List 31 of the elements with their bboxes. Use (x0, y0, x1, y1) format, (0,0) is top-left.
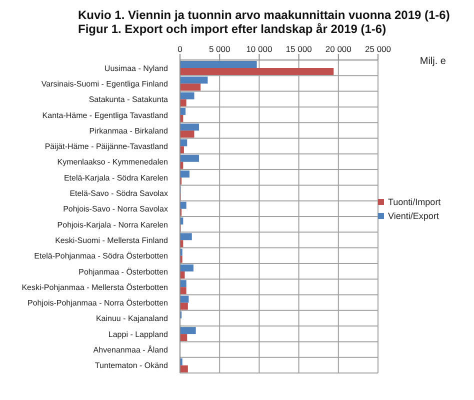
y-tick-label: Etelä-Savo - Södra Savolax (70, 189, 168, 198)
y-tick-label: Kymenlaakso - Kymmenedalen (57, 158, 168, 167)
y-tick-label: Keski-Pohjanmaa - Mellersta Österbotten (22, 282, 168, 292)
y-tick-label: Päijät-Häme - Päijänne-Tavastland (44, 142, 168, 152)
y-tick-label: Pohjois-Savo - Norra Savolax (63, 204, 168, 214)
y-tick-label: Pohjanmaa - Österbotten (78, 267, 168, 276)
x-tick-label: 25 000 (365, 44, 392, 54)
x-tick-label: 15 000 (286, 44, 312, 54)
x-tick-label: 10 000 (246, 44, 272, 54)
y-tick-label: Kanta-Häme - Egentliga Tavastland (42, 110, 168, 120)
chart-subtitle: Figur 1. Export och import efter landskap år 2019 (1-6) (78, 22, 388, 36)
y-tick-label: Etelä-Karjala - Södra Karelen (64, 173, 168, 182)
legend-label: Vienti/Export (388, 210, 439, 220)
y-tick-label: Pohjois-Pohjanmaa - Norra Österbotten (27, 298, 168, 308)
x-axis-title: Milj. e (420, 56, 446, 67)
y-tick-label: Satakunta - Satakunta (88, 95, 169, 104)
y-tick-label: Tuntematon - Okänd (94, 361, 168, 370)
y-tick-label: Kainuu - Kajanaland (96, 314, 168, 324)
legend-label: Tuonti/Import (388, 196, 441, 206)
y-tick-label: Ahvenanmaa - Åland (93, 346, 168, 355)
y-tick-label: Uusimaa - Nyland (104, 64, 168, 73)
y-tick-label: Keski-Suomi - Mellersta Finland (55, 236, 168, 245)
y-tick-label: Varsinais-Suomi - Egentliga Finland (41, 79, 168, 88)
y-tick-label: Lappi - Lappland (108, 330, 168, 339)
chart-title: Kuvio 1. Viennin ja tuonnin arvo maakunnittain vuonna 2019 (1-6) (78, 8, 451, 22)
x-tick-label: 20 000 (325, 44, 352, 54)
y-tick-label: Pohjois-Karjala - Norra Karelen (57, 220, 168, 230)
y-tick-label: Pirkanmaa - Birkaland (89, 126, 168, 136)
x-tick-label: 5 000 (208, 44, 231, 54)
y-tick-label: Etelä-Pohjanmaa - Södra Österbotten (34, 252, 168, 261)
x-tick-label: 0 (178, 44, 183, 54)
